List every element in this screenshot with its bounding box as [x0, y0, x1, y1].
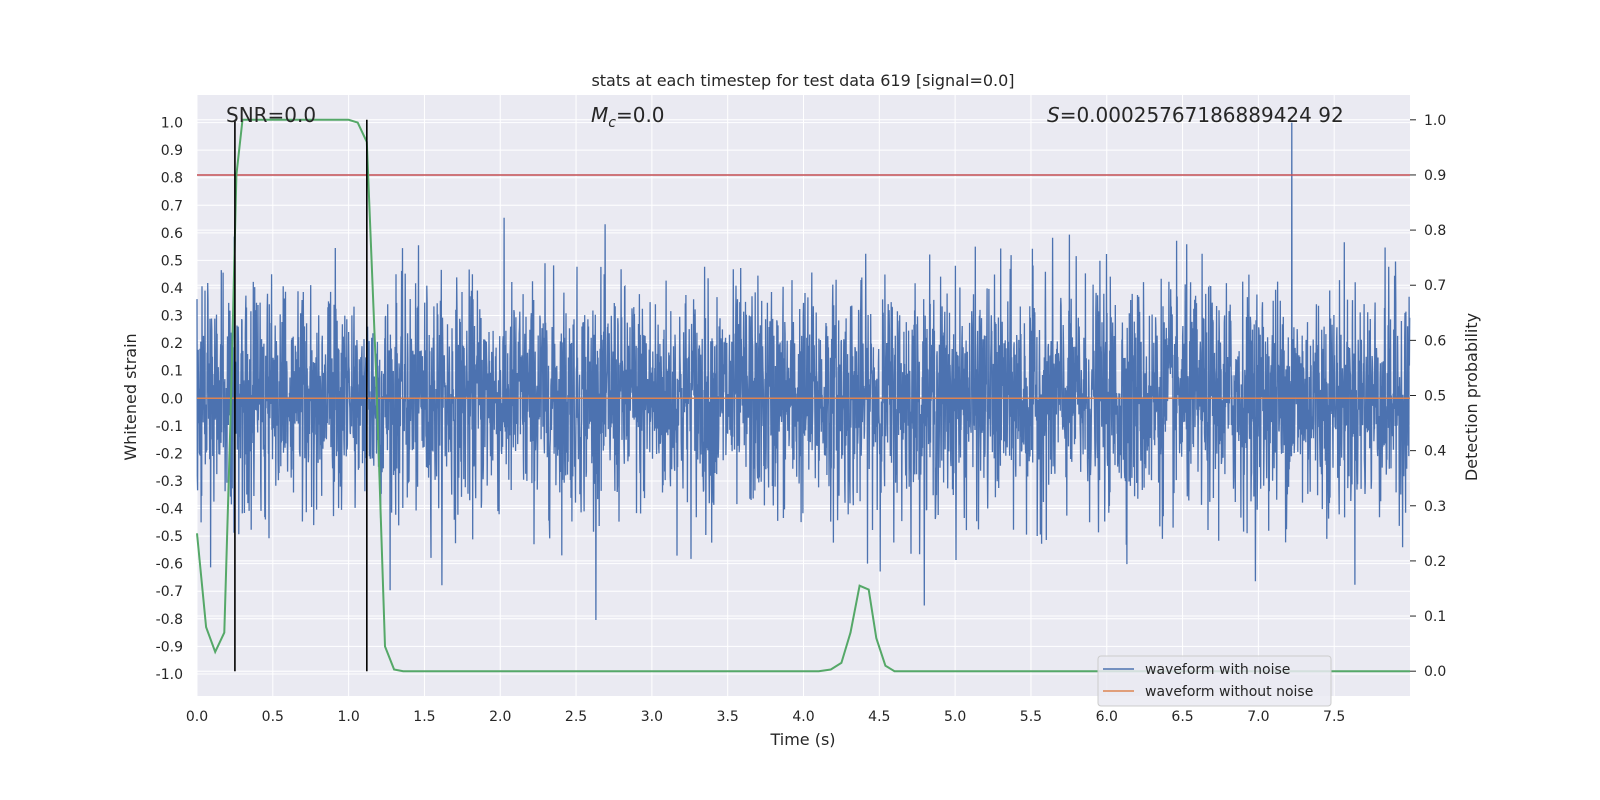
- y-right-tick-label: 0.4: [1424, 444, 1446, 460]
- y-left-tick-label: 0.9: [161, 143, 183, 159]
- y-left-axis-ticks: -1.0 -0.9 -0.8 -0.7 -0.6 -0.5 -0.4 -0.3 -0.2 -0.1…: [156, 116, 183, 683]
- series-waveform-with-noise: [196, 122, 1411, 621]
- y-right-tick-label: 0.2: [1424, 554, 1446, 570]
- y-left-tick-label: 0.0: [161, 391, 183, 407]
- legend-label-waveform-without-noise: waveform without noise: [1145, 684, 1313, 700]
- mc-subscript: c: [608, 115, 616, 131]
- x-tick-label: 0.0: [186, 709, 208, 725]
- y-left-tick-label: 0.8: [161, 171, 183, 187]
- y-right-tick-label: 0.1: [1424, 609, 1446, 625]
- legend-box: [1097, 655, 1332, 707]
- mc-symbol: M: [591, 103, 608, 127]
- y-right-axis-label: Detection probability: [1462, 313, 1481, 481]
- y-left-tick-label: -0.3: [156, 474, 183, 490]
- y-right-tick-label: 0.8: [1424, 223, 1446, 239]
- chart-title: stats at each timestep for test data 619…: [591, 71, 1014, 90]
- s-annotation: S=0.00025767186889424 92: [1047, 103, 1344, 127]
- x-tick-label: 7.0: [1247, 709, 1269, 725]
- x-tick-label: 6.0: [1096, 709, 1118, 725]
- snr-annotation: SNR=0.0: [226, 103, 316, 127]
- x-tick-label: 1.5: [413, 709, 435, 725]
- x-tick-label: 3.5: [717, 709, 739, 725]
- x-tick-label: 4.0: [792, 709, 814, 725]
- x-tick-label: 0.5: [262, 709, 284, 725]
- x-tick-label: 4.5: [868, 709, 890, 725]
- s-value: =0.00025767186889424 92: [1060, 103, 1344, 127]
- y-right-tick-label: 0.5: [1424, 389, 1446, 405]
- y-left-tick-label: 0.4: [161, 281, 183, 297]
- y-right-tick-label: 0.6: [1424, 333, 1446, 349]
- y-left-tick-label: -1.0: [156, 667, 183, 683]
- y-left-axis-label: Whitened strain: [121, 333, 140, 460]
- y-left-tick-label: 0.1: [161, 364, 183, 380]
- x-axis-ticks: 0.0 0.5 1.0 1.5 2.0 2.5 3.0 3.5 4.0 4.5 5.0 5.5 6.0 6…: [186, 709, 1345, 725]
- y-left-tick-label: -0.1: [156, 419, 183, 435]
- x-axis-label: Time (s): [769, 730, 835, 749]
- y-left-tick-label: 0.2: [161, 336, 183, 352]
- x-tick-label: 3.0: [641, 709, 663, 725]
- y-left-tick-label: 0.6: [161, 226, 183, 242]
- mc-annotation: Mc=0.0: [591, 103, 665, 131]
- y-left-tick-label: -0.2: [156, 446, 183, 462]
- y-left-tick-label: -0.4: [156, 502, 183, 518]
- probability-line: [196, 118, 1410, 673]
- x-tick-label: 5.0: [944, 709, 966, 725]
- y-left-tick-label: -0.6: [156, 557, 183, 573]
- y-right-tick-label: 0.9: [1424, 168, 1446, 184]
- y-left-tick-label: -0.8: [156, 612, 183, 628]
- y-right-tick-label: 0.7: [1424, 278, 1446, 294]
- x-tick-label: 5.5: [1020, 709, 1042, 725]
- y-left-tick-label: 1.0: [161, 116, 183, 132]
- y-right-tick-label: 1.0: [1424, 113, 1446, 129]
- noise-line: [196, 122, 1411, 621]
- y-left-tick-label: -0.5: [156, 529, 183, 545]
- x-tick-label: 7.5: [1323, 709, 1345, 725]
- y-right-tick-label: 0.3: [1424, 499, 1446, 515]
- y-right-axis-ticks: 0.0 0.1 0.2 0.3 0.4 0.5 0.6 0.7 0.8 0.9 1.0: [1410, 113, 1446, 680]
- mc-value: =0.0: [616, 103, 665, 127]
- x-tick-label: 1.0: [337, 709, 359, 725]
- legend-label-waveform-with-noise: waveform with noise: [1145, 662, 1290, 678]
- x-tick-label: 6.5: [1171, 709, 1193, 725]
- y-left-tick-label: 0.7: [161, 198, 183, 214]
- vertical-markers: [234, 119, 368, 672]
- y-left-tick-label: -0.9: [156, 639, 183, 655]
- legend: waveform with noise waveform without noi…: [1097, 655, 1332, 707]
- series-detection-probability: [196, 118, 1410, 673]
- y-left-tick-label: 0.3: [161, 309, 183, 325]
- x-tick-label: 2.5: [565, 709, 587, 725]
- y-right-tick-label: 0.0: [1424, 664, 1446, 680]
- y-left-tick-label: 0.5: [161, 253, 183, 269]
- y-left-tick-label: -0.7: [156, 584, 183, 600]
- s-symbol: S: [1047, 103, 1060, 127]
- x-tick-label: 2.0: [489, 709, 511, 725]
